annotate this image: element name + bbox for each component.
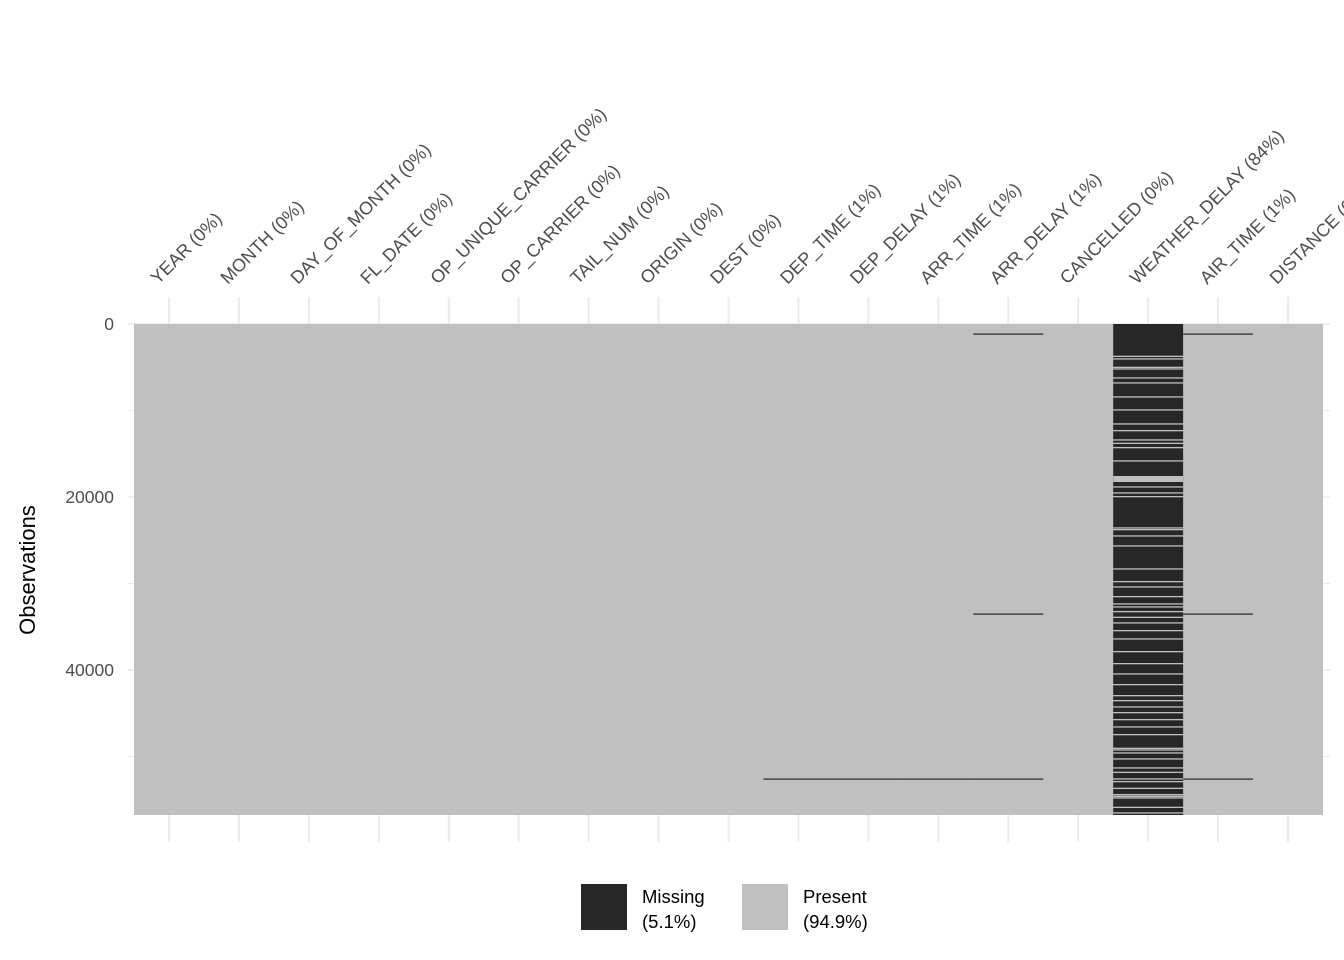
present-tile xyxy=(1113,771,1184,773)
missing-tile xyxy=(973,613,1044,615)
present-tile xyxy=(1113,616,1184,618)
present-tile xyxy=(1113,795,1184,798)
missing-tile xyxy=(973,778,1044,780)
legend-label-present: Present xyxy=(803,886,867,907)
present-tile xyxy=(1113,787,1184,789)
present-tile xyxy=(1113,606,1184,608)
present-tile xyxy=(1113,528,1184,531)
present-tile xyxy=(1113,396,1184,398)
legend-pct-missing: (5.1%) xyxy=(642,911,697,932)
x-axis-labels: YEAR (0%)MONTH (0%)DAY_OF_MONTH (0%)FL_D… xyxy=(147,104,1344,289)
present-tile xyxy=(1113,706,1184,708)
present-tile xyxy=(1113,568,1184,570)
present-tile xyxy=(1113,663,1184,665)
present-tile xyxy=(1113,492,1184,494)
present-tile xyxy=(1113,711,1184,714)
present-tile xyxy=(1113,718,1184,721)
missing-tile xyxy=(973,333,1044,335)
present-tile xyxy=(1113,377,1184,379)
present-tile xyxy=(1113,430,1184,432)
present-tile xyxy=(1113,486,1184,488)
present-tile xyxy=(1113,797,1184,799)
present-tile xyxy=(1113,358,1184,360)
present-tile xyxy=(1113,475,1184,483)
x-axis-label: YEAR (0%) xyxy=(147,209,226,288)
missing-tile xyxy=(903,778,974,780)
present-tile xyxy=(1113,355,1184,358)
present-tile xyxy=(1113,752,1184,754)
present-tile xyxy=(1113,767,1184,769)
present-tile xyxy=(1113,758,1184,760)
y-tick-label: 20000 xyxy=(65,487,114,507)
missing-tile xyxy=(1183,778,1254,780)
legend-swatch-missing xyxy=(581,884,627,930)
present-tile xyxy=(1113,603,1184,605)
y-tick-label: 0 xyxy=(104,314,114,334)
missing-tile xyxy=(1183,613,1254,615)
legend-swatch-present xyxy=(742,884,788,930)
present-tile xyxy=(1113,495,1184,498)
present-tile xyxy=(1113,793,1184,796)
x-axis-label: DAY_OF_MONTH (0%) xyxy=(287,140,436,289)
present-tile xyxy=(1113,806,1184,809)
legend: Missing (5.1%) Present (94.9%) xyxy=(581,884,868,932)
present-tile xyxy=(1113,442,1184,445)
present-tile xyxy=(1113,733,1184,736)
present-tile xyxy=(1113,545,1184,547)
legend-pct-present: (94.9%) xyxy=(803,911,868,932)
present-tile xyxy=(1113,586,1184,588)
present-tile xyxy=(1113,535,1184,537)
present-tile xyxy=(1113,622,1184,624)
x-axis-label: OP_CARRIER (0%) xyxy=(496,161,624,289)
present-tile xyxy=(1113,651,1184,653)
present-tile xyxy=(1113,460,1184,462)
legend-label-missing: Missing xyxy=(642,886,705,907)
present-tile xyxy=(1113,726,1184,728)
present-tile xyxy=(1113,780,1184,783)
y-axis-title: Observations xyxy=(15,505,40,635)
y-axis-ticks: 0 20000 40000 xyxy=(65,314,114,680)
present-tile xyxy=(1113,610,1184,613)
present-tile xyxy=(1113,447,1184,449)
tiles xyxy=(134,324,1323,815)
present-tile xyxy=(1113,812,1184,814)
present-tile xyxy=(1113,673,1184,675)
present-tile xyxy=(1113,409,1184,411)
present-tile xyxy=(1113,700,1184,702)
present-tile xyxy=(1113,439,1184,441)
present-tile xyxy=(1113,366,1184,368)
present-tile xyxy=(1113,580,1184,583)
y-tick-label: 40000 xyxy=(65,660,114,680)
present-tile xyxy=(1113,368,1184,370)
present-tile xyxy=(1113,638,1184,640)
present-tile xyxy=(1113,778,1184,780)
missing-tile xyxy=(833,778,904,780)
missing-tile xyxy=(763,778,834,780)
present-tile xyxy=(1113,595,1184,598)
x-axis-label: DEST (0%) xyxy=(706,210,784,288)
present-tile xyxy=(1113,423,1184,425)
missing-tile xyxy=(1183,333,1254,335)
present-tile xyxy=(1113,527,1184,529)
present-tile xyxy=(1113,630,1184,632)
present-tile xyxy=(1113,382,1184,384)
present-tile xyxy=(1113,749,1184,751)
present-tile xyxy=(1113,683,1184,686)
present-tile xyxy=(1113,695,1184,697)
present-tile xyxy=(1113,747,1184,749)
